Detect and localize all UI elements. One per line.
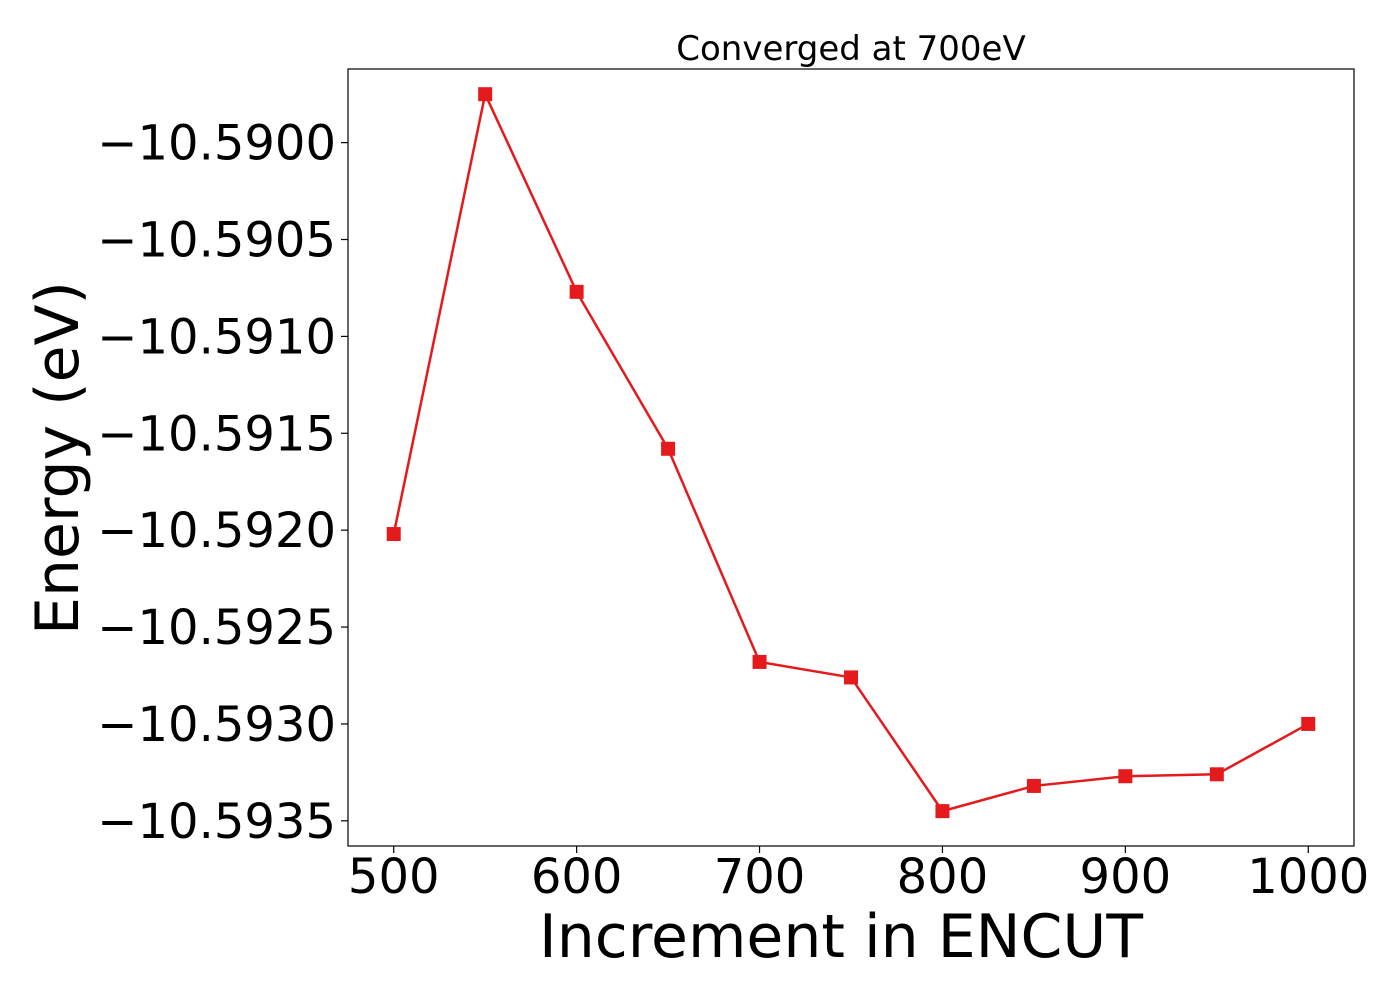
x-tick-label: 500 [348, 849, 440, 905]
y-tick-label: −10.5900 [97, 116, 336, 172]
data-point [752, 654, 767, 669]
x-tick-label: 800 [897, 849, 989, 905]
data-point [1209, 767, 1224, 782]
y-tick-label: −10.5905 [97, 213, 336, 269]
y-axis-ticks: −10.5900 −10.5905 −10.5910 −10.5915 −10.5920… [97, 116, 348, 850]
x-tick-label: 600 [531, 849, 623, 905]
x-tick-label: 900 [1080, 849, 1172, 905]
y-tick-label: −10.5935 [97, 794, 336, 850]
data-point [386, 527, 401, 542]
data-point [1026, 778, 1041, 793]
x-axis-ticks: 500 600 700 800 900 1000 [348, 846, 1369, 905]
data-point [935, 804, 950, 819]
y-tick-label: −10.5930 [97, 697, 336, 753]
chart-title: Converged at 700eV [676, 29, 1025, 69]
x-axis-title: Increment in ENCUT [539, 902, 1143, 972]
data-point [661, 441, 676, 456]
data-point [569, 284, 584, 299]
series-layer [386, 87, 1316, 819]
plot-area-frame [347, 68, 1355, 847]
y-tick-label: −10.5925 [97, 600, 336, 656]
data-point [844, 670, 858, 685]
y-axis-title: Energy (eV) [23, 281, 93, 635]
data-point [1118, 769, 1133, 784]
x-tick-label: 700 [714, 849, 806, 905]
series-line [392, 92, 1309, 813]
x-tick-label: 1000 [1247, 849, 1369, 905]
y-tick-label: −10.5915 [97, 406, 336, 462]
y-tick-label: −10.5920 [97, 503, 336, 559]
data-point [1301, 716, 1316, 731]
y-tick-label: −10.5910 [97, 309, 336, 365]
data-point [478, 87, 493, 102]
